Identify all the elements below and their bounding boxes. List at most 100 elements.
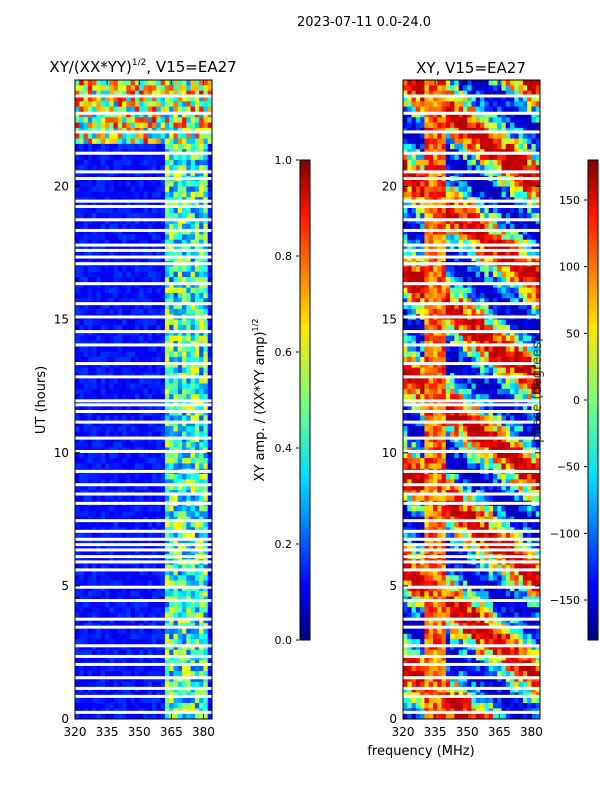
flagged-row [75,599,212,603]
flagged-row [75,315,212,319]
flagged-row [75,519,212,523]
flagged-row [75,362,212,366]
amplitude-flagged-rows [75,94,212,714]
flagged-row [75,151,212,155]
flagged-row [403,710,540,714]
colorbar-tick-label: 0.4 [275,442,293,455]
phase-plot-frame [402,79,541,720]
flagged-row [75,694,212,698]
flagged-row [403,585,540,589]
flagged-row [75,399,212,403]
flagged-row [403,519,540,523]
flagged-row [403,177,540,181]
flagged-row [403,130,540,134]
phase-colorbar-ticks: −150 −100 −50 0 50 100 150 [550,194,587,607]
colorbar-tick-label: 0.8 [275,250,293,263]
y-tick-label: 10 [54,446,69,460]
flagged-row [403,625,540,629]
amplitude-heatmap-panel: XY/(XX*YY)1/2, V15=EA27 320 335 350 365 380 … [34,58,237,739]
flagged-row [403,362,540,366]
flagged-row [403,315,540,319]
x-tick-label: 335 [96,725,119,739]
colorbar-tick-label: 0.6 [275,346,293,359]
flagged-row [403,151,540,155]
colorbar-tick-label: −150 [550,594,580,607]
colorbar-tick-label: 100 [559,261,580,274]
flagged-row [75,199,212,203]
flagged-row [75,262,212,266]
colorbar-tick-label: 0.2 [275,538,293,551]
y-tick-label: 10 [382,446,397,460]
flagged-row [403,403,540,407]
phase-panel-title: XY, V15=EA27 [416,59,526,77]
flagged-row [75,644,212,648]
flagged-row [403,694,540,698]
flagged-row [403,420,540,424]
shared-x-axis-label: frequency (MHz) [367,744,474,759]
flagged-row [403,537,540,541]
flagged-row [75,501,212,505]
flagged-row [75,436,212,440]
y-tick-label: 5 [61,579,69,593]
amplitude-plot-frame [74,79,213,720]
amplitude-colorbar-gradient [299,159,311,641]
flagged-row [403,409,540,413]
flagged-row [75,170,212,174]
flagged-row [75,255,212,259]
colorbar-tick-label: 0 [573,394,580,407]
amplitude-colorbar-ticks: 0.0 0.2 0.4 0.6 0.8 1.0 [275,154,299,647]
flagged-row [403,282,540,286]
phase-flagged-rows [403,94,540,714]
colorbar-tick-label: 1.0 [275,154,293,167]
flagged-row [403,654,540,658]
flagged-row [75,228,212,232]
flagged-row [403,492,540,496]
flagged-row [403,243,540,247]
flagged-row [403,330,540,334]
flagged-row [75,330,212,334]
flagged-row [403,501,540,505]
phase-x-axis: 320 335 350 365 380 [392,80,543,739]
flagged-row [403,199,540,203]
flagged-row [403,449,540,453]
flagged-row [75,585,212,589]
x-tick-label: 365 [488,725,511,739]
flagged-row [75,403,212,407]
amplitude-panel-title: XY/(XX*YY)1/2, V15=EA27 [49,58,236,76]
colorbar-tick-label: 0.0 [275,634,293,647]
phase-y-axis: 0 5 10 15 20 [382,180,540,726]
colorbar-tick-label: 150 [559,194,580,207]
flagged-row [75,617,212,621]
x-tick-label: 320 [392,725,415,739]
phase-heatmap-panel: XY, V15=EA27 320 335 350 365 380 0 5 10 15 20 [382,59,543,739]
phase-colorbar-gradient [587,159,599,641]
flagged-row [75,529,212,533]
flagged-row [75,218,212,222]
x-tick-label: 335 [424,725,447,739]
figure-suptitle: 2023-07-11 0.0-24.0 [297,15,431,30]
flagged-row [403,255,540,259]
colorbar-tick-label: −100 [550,527,580,540]
flagged-row [75,375,212,379]
amplitude-y-axis-label: UT (hours) [34,366,49,434]
flagged-row [403,662,540,666]
phase-colorbar: phase (degrees) −150 −100 −50 0 50 100 150 [530,159,599,641]
flagged-row [403,560,540,564]
flagged-row [403,676,540,680]
flagged-row [403,543,540,547]
colorbar-tick-label: 50 [566,327,580,340]
x-tick-label: 365 [160,725,183,739]
flagged-row [75,204,212,208]
flagged-row [75,543,212,547]
flagged-row [75,625,212,629]
flagged-row [403,399,540,403]
flagged-row [75,302,212,306]
flagged-row [403,469,540,473]
flagged-row [403,375,540,379]
y-tick-label: 0 [61,712,69,726]
y-tick-label: 20 [54,180,69,194]
flagged-row [403,94,540,98]
flagged-row [75,483,212,487]
flagged-row [403,343,540,347]
